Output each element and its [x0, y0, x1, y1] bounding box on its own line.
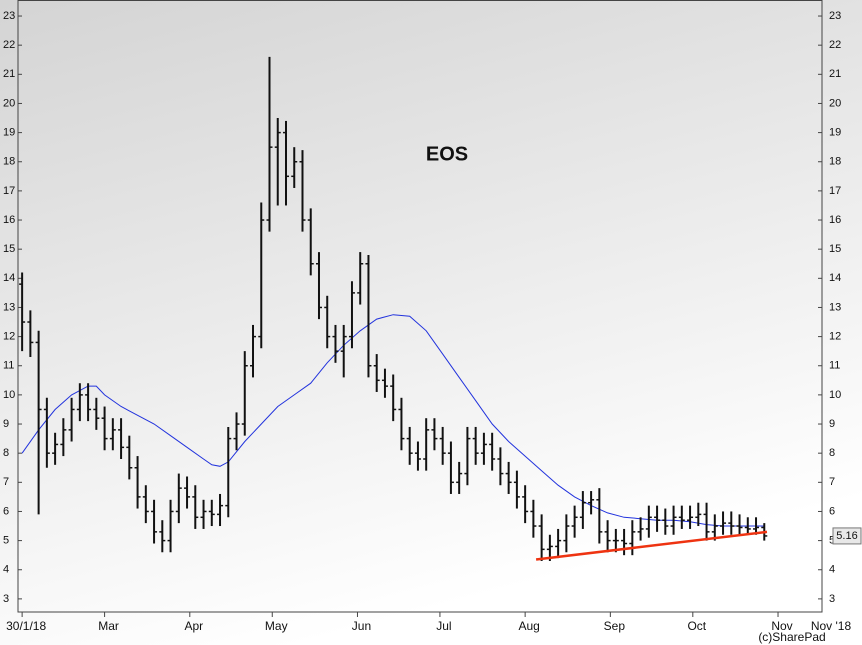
x-tick-label: Oct: [687, 619, 706, 633]
y-tick-label: 18: [3, 156, 15, 168]
y2-tick-label: 19: [829, 127, 841, 139]
chart-title: EOS: [426, 143, 468, 165]
x-tick-label: Jul: [436, 619, 451, 633]
y-tick-label: 4: [3, 564, 9, 576]
y2-tick-label: 22: [829, 39, 841, 51]
y2-tick-label: 23: [829, 10, 841, 22]
y2-tick-label: 7: [829, 476, 835, 488]
x-tick-label: 30/1/18: [6, 619, 46, 633]
trendline: [535, 530, 768, 561]
last-price-label: 5.16: [836, 530, 857, 542]
y2-tick-label: 5: [829, 535, 835, 547]
y-tick-label: 23: [3, 10, 15, 22]
y2-tick-label: 21: [829, 68, 841, 80]
x-tick-label: May: [265, 619, 288, 633]
x-tick-label: Mar: [98, 619, 119, 633]
y2-tick-label: 3: [829, 593, 835, 605]
y-tick-label: 19: [3, 127, 15, 139]
y2-tick-label: 18: [829, 156, 841, 168]
y2-tick-label: 15: [829, 243, 841, 255]
y-tick-label: 12: [3, 331, 15, 343]
y-tick-label: 13: [3, 301, 15, 313]
y2-tick-label: 8: [829, 447, 835, 459]
y2-tick-label: 16: [829, 214, 841, 226]
x-tick-label: Sep: [604, 619, 626, 633]
last-price-box: [832, 527, 862, 545]
y2-tick-label: 17: [829, 185, 841, 197]
y2-tick-label: 20: [829, 97, 841, 109]
y2-tick-label: 11: [829, 360, 840, 372]
y-tick-label: 16: [3, 214, 15, 226]
x-tick-label: Jun: [352, 619, 371, 633]
y-tick-label: 7: [3, 476, 9, 488]
y-tick-label: 20: [3, 97, 15, 109]
y-tick-label: 8: [3, 447, 9, 459]
y-tick-label: 15: [3, 243, 15, 255]
y-tick-label: 5: [3, 535, 9, 547]
y-tick-label: 14: [3, 272, 15, 284]
y2-tick-label: 13: [829, 301, 841, 313]
x-end-label: Nov '18: [811, 619, 852, 633]
y2-tick-label: 9: [829, 418, 835, 430]
y-tick-label: 11: [3, 360, 14, 372]
credit: (c)SharePad: [758, 630, 825, 644]
x-tick-label: Apr: [184, 619, 203, 633]
y-tick-label: 3: [3, 593, 9, 605]
y2-tick-label: 6: [829, 505, 835, 517]
y-tick-label: 6: [3, 505, 9, 517]
plot-frame: [17, 0, 823, 613]
x-tick-label: Nov: [771, 619, 792, 633]
y-tick-label: 17: [3, 185, 15, 197]
y-tick-label: 9: [3, 418, 9, 430]
x-tick-label: Aug: [518, 619, 539, 633]
y2-tick-label: 10: [829, 389, 841, 401]
y2-tick-label: 12: [829, 331, 841, 343]
y2-tick-label: 14: [829, 272, 841, 284]
y-tick-label: 10: [3, 389, 15, 401]
y-tick-label: 22: [3, 39, 15, 51]
y-tick-label: 21: [3, 68, 15, 80]
y2-tick-label: 4: [829, 564, 835, 576]
